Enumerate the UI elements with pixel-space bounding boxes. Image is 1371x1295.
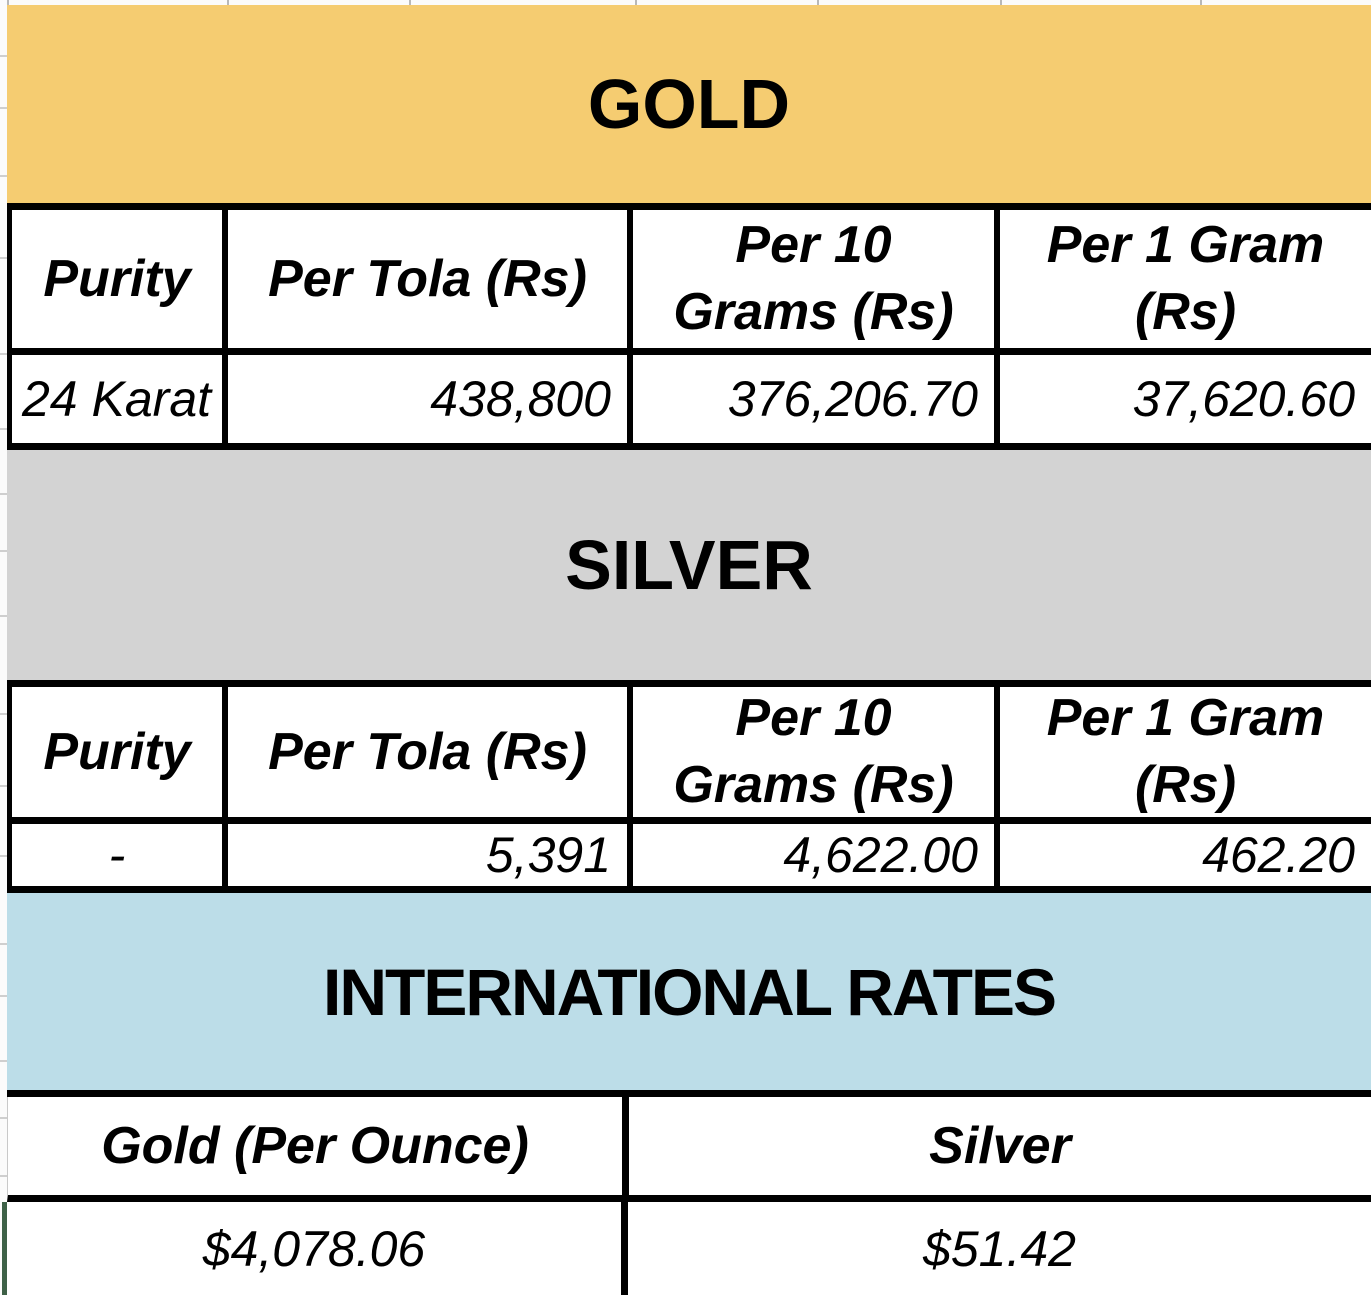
silver-header-cell-purity[interactable]: Purity	[12, 687, 228, 817]
row-gridline-tick	[0, 107, 7, 109]
row-gridline-tick	[0, 855, 7, 857]
row-gridline-tick	[0, 1060, 7, 1062]
column-gridline-tick	[817, 0, 819, 5]
silver-cell-purity[interactable]: -	[12, 824, 228, 886]
column-gridline-tick	[1200, 0, 1202, 5]
silver-header-cell-per-1-gram[interactable]: Per 1 Gram (Rs)	[1046, 689, 1325, 814]
gold-cell-per-10-grams[interactable]: 376,206.70	[633, 355, 1000, 443]
row-gridline-tick	[0, 175, 7, 177]
gold-header-cell-purity[interactable]: Purity	[12, 210, 228, 348]
row-gridline-tick	[0, 615, 7, 617]
silver-section-title[interactable]: SILVER	[7, 450, 1371, 687]
silver-cell-per-1-gram[interactable]: 462.20	[1202, 827, 1355, 883]
row-gridline-tick	[0, 1117, 7, 1119]
international-cell-silver[interactable]: $51.42	[923, 1220, 1076, 1277]
gold-header-cell-per-tola[interactable]: Per Tola (Rs)	[228, 210, 633, 348]
silver-header-cell-per-tola[interactable]: Per Tola (Rs)	[228, 687, 633, 817]
international-header-cell-silver[interactable]: Silver	[929, 1116, 1071, 1175]
row-gridline-tick	[0, 257, 7, 259]
silver-cell-per-10-grams[interactable]: 4,622.00	[633, 824, 1000, 886]
row-gridline-tick	[0, 493, 7, 495]
column-gridline-tick	[7, 0, 9, 5]
international-header-cell-gold-per-ounce[interactable]: Gold (Per Ounce)	[8, 1097, 629, 1195]
gold-table-header-row: Purity Per Tola (Rs) Per 10 Grams (Rs) P…	[7, 210, 1371, 355]
gold-section-title[interactable]: GOLD	[7, 5, 1371, 210]
gold-header-cell-per-10-grams[interactable]: Per 10 Grams (Rs)	[633, 210, 1000, 348]
international-table-header-row: Gold (Per Ounce) Silver	[7, 1097, 1371, 1202]
gold-table-data-row: 24 Karat 438,800 376,206.70 37,620.60	[7, 355, 1371, 450]
row-gridline-tick	[0, 55, 7, 57]
row-gridline-tick	[0, 995, 7, 997]
gold-cell-purity[interactable]: 24 Karat	[12, 355, 228, 443]
silver-table-header-row: Purity Per Tola (Rs) Per 10 Grams (Rs) P…	[7, 687, 1371, 824]
green-pane-edge	[2, 1202, 7, 1295]
gold-cell-per-1-gram[interactable]: 37,620.60	[1132, 371, 1355, 427]
international-rates-section-title[interactable]: INTERNATIONAL RATES	[7, 893, 1371, 1097]
row-gridline-tick	[0, 1175, 7, 1177]
row-gridline-tick	[0, 713, 7, 715]
silver-table-data-row: - 5,391 4,622.00 462.20	[7, 824, 1371, 893]
column-gridline-tick	[227, 0, 229, 5]
spreadsheet-left-gutter	[0, 0, 7, 1295]
silver-cell-per-tola[interactable]: 5,391	[228, 824, 633, 886]
spreadsheet-top-gutter	[0, 0, 1371, 5]
column-gridline-tick	[1000, 0, 1002, 5]
row-gridline-tick	[0, 353, 7, 355]
gold-cell-per-tola[interactable]: 438,800	[228, 355, 633, 443]
international-table-data-row: $4,078.06 $51.42	[7, 1202, 1371, 1295]
row-gridline-tick	[0, 428, 7, 430]
international-cell-gold-per-ounce[interactable]: $4,078.06	[7, 1202, 628, 1295]
row-gridline-tick	[0, 550, 7, 552]
column-gridline-tick	[409, 0, 411, 5]
silver-header-cell-per-10-grams[interactable]: Per 10 Grams (Rs)	[633, 687, 1000, 817]
row-gridline-tick	[0, 785, 7, 787]
row-gridline-tick	[0, 943, 7, 945]
gold-header-cell-per-1-gram[interactable]: Per 1 Gram (Rs)	[1046, 216, 1325, 341]
column-gridline-tick	[635, 0, 637, 5]
